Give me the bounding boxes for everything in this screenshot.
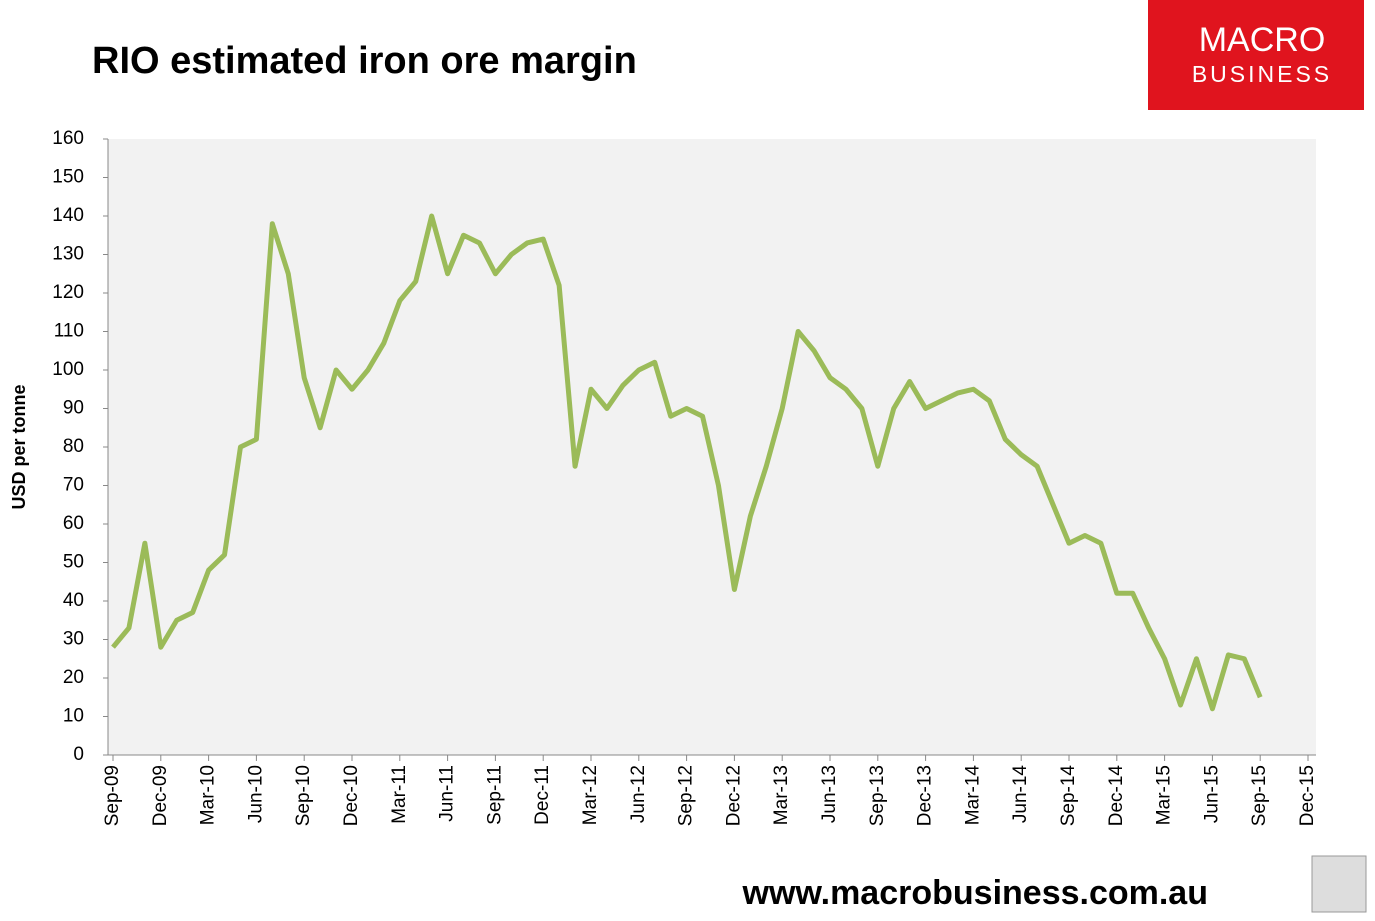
y-tick-label: 50 — [63, 552, 84, 573]
y-tick-label: 30 — [63, 629, 84, 650]
x-tick-label: Jun-10 — [245, 765, 266, 823]
logo-text: MACRO — [1199, 21, 1326, 59]
x-tick-label: Mar-14 — [962, 765, 983, 826]
x-tick-label: Sep-10 — [293, 765, 314, 826]
url: www.macrobusiness.com.au — [742, 874, 1208, 912]
y-tick-label: 80 — [63, 436, 84, 457]
x-tick-label: Dec-13 — [915, 765, 936, 826]
y-tick-label: 120 — [52, 282, 84, 303]
y-tick-label: 20 — [63, 667, 84, 688]
x-tick-label: Jun-15 — [1201, 765, 1222, 823]
x-tick-label: Mar-12 — [580, 765, 601, 825]
x-tick-label: Dec-15 — [1297, 765, 1318, 826]
y-tick-label: 40 — [63, 590, 84, 611]
x-tick-label: Jun-11 — [437, 765, 458, 822]
x-tick-label: Sep-13 — [867, 765, 888, 826]
y-tick-label: 90 — [63, 398, 84, 419]
data-line — [111, 213, 1263, 712]
y-tick-label: 60 — [63, 513, 84, 534]
x-tick-label: Sep-12 — [676, 765, 697, 826]
x-tick-label: Mar-15 — [1154, 765, 1175, 825]
x-tick-label: Jun-13 — [819, 765, 840, 823]
x-tick-label: Sep-15 — [1249, 765, 1270, 826]
x-tick-label: Sep-11 — [484, 765, 505, 825]
x-tick-label: Jun-12 — [628, 765, 649, 823]
logo-box — [1148, 0, 1364, 110]
y-tick-label: 150 — [52, 167, 84, 188]
y-tick-label: 0 — [73, 744, 84, 765]
x-tick-label: Sep-14 — [1058, 765, 1079, 827]
y-tick-label: 70 — [63, 475, 84, 496]
x-tick-label: Jun-14 — [1010, 765, 1031, 824]
x-tick-label: Dec-11 — [532, 765, 553, 825]
x-tick-label: Mar-13 — [771, 765, 792, 825]
x-tick-label: Mar-10 — [198, 765, 219, 825]
fox-icon — [1311, 855, 1367, 913]
y-tick-label: 160 — [52, 128, 84, 149]
chart-title: RIO estimated iron ore margin — [92, 40, 637, 82]
logo-text: BUSINESS — [1192, 61, 1332, 87]
x-tick-label: Dec-10 — [341, 765, 362, 826]
x-tick-label: Sep-09 — [102, 765, 123, 826]
y-tick-label: 110 — [54, 321, 84, 342]
x-tick-label: Dec-09 — [150, 765, 171, 826]
y-tick-label: 130 — [52, 244, 84, 265]
x-tick-label: Dec-12 — [723, 765, 744, 826]
y-tick-label: 100 — [52, 359, 84, 380]
y-tick-label: 140 — [52, 205, 84, 226]
x-tick-label: Mar-11 — [389, 765, 410, 824]
y-tick-label: 10 — [63, 706, 84, 727]
y-axis-label: USD per tonne — [9, 384, 29, 509]
x-tick-label: Dec-14 — [1106, 765, 1127, 827]
